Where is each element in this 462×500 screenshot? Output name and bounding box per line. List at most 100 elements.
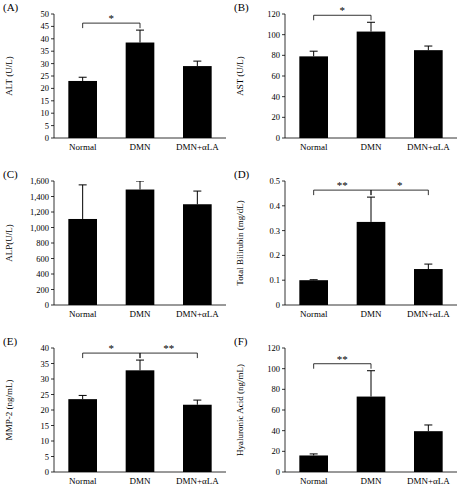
significance-label: ** [337,179,348,191]
y-tick-label: 20 [41,83,50,93]
y-tick [51,26,54,27]
error-stem [371,371,372,397]
bar [299,56,328,138]
y-tick [51,125,54,126]
error-bar [367,197,375,222]
y-axis [54,348,55,472]
panel: (E)MMP-2 (ng/mL)0510152025303540NormalDM… [3,335,226,486]
x-tick-label: DMN+αLA [176,309,219,319]
panel-label: (A) [3,1,19,14]
error-cap [310,51,318,52]
y-tick-label: 0 [45,300,49,310]
y-tick-label: 0 [45,133,49,143]
y-tick-label: 5 [45,452,49,462]
bar [357,222,386,305]
error-cap [79,395,87,396]
y-tick-label: 100 [267,364,280,374]
panel-label: (F) [234,335,248,348]
y-tick [51,138,54,139]
x-tick-label: DMN [360,142,382,152]
y-tick [282,76,285,77]
y-tick-label: 15 [41,421,50,431]
y-tick-label: 10 [41,436,50,446]
y-tick [282,55,285,56]
y-tick [282,451,285,452]
y-axis-label: AST (U/L) [235,56,245,96]
error-bar [136,181,144,190]
y-tick-label: 800 [36,238,49,248]
significance-label: * [109,12,115,24]
significance-label: ** [337,353,348,365]
error-bar [424,425,432,431]
x-tick-label: Normal [69,142,97,152]
panel-label: (D) [234,168,250,181]
y-tick-label: 40 [41,343,50,353]
y-tick-label: 120 [267,9,280,19]
y-tick-label: 0.3 [269,226,280,236]
error-cap [136,30,144,31]
error-bar [193,400,201,405]
y-tick [51,425,54,426]
y-tick [282,280,285,281]
y-tick [51,113,54,114]
marks [299,197,442,305]
y-tick [282,96,285,97]
error-bar [79,395,87,399]
y-tick-label: 40 [272,92,281,102]
y-tick-label: 1,200 [30,207,49,217]
error-bar [424,46,432,50]
panel: (C)ALP(U/L)02004006008001,0001,2001,4001… [3,168,226,319]
y-tick [51,88,54,89]
y-tick [51,76,54,77]
bar [68,399,97,472]
y-tick [282,181,285,182]
y-tick-label: 0.4 [269,201,280,211]
y-tick-label: 600 [36,254,49,264]
error-stem [313,51,314,56]
error-bar [79,185,87,219]
error-stem [428,46,429,50]
error-stem [371,197,372,222]
y-tick [282,389,285,390]
y-tick-label: 35 [41,359,50,369]
y-axis [285,14,286,138]
error-stem [82,395,83,399]
y-tick-label: 5 [45,121,49,131]
y-axis [285,181,286,305]
y-tick-label: 0.1 [269,275,280,285]
y-tick-label: 0 [276,467,280,477]
y-axis [54,181,55,305]
y-axis-label: ALT (U/L) [4,56,14,95]
error-bar [193,191,201,204]
figure: (A)ALT (U/L)05101520253035404550NormalDM… [0,0,462,500]
y-tick [51,63,54,64]
y-tick-label: 20 [272,446,281,456]
y-tick-label: 1,600 [30,176,49,186]
error-cap [193,61,201,62]
marks [299,371,442,472]
bar [357,32,386,138]
y-tick-label: 80 [272,50,281,60]
error-stem [371,22,372,31]
error-stem [197,61,198,66]
x-tick-label: DMN [129,476,151,486]
error-cap [136,181,144,182]
error-cap [367,370,375,371]
y-tick [51,181,54,182]
y-tick [51,51,54,52]
y-tick-label: 25 [41,390,50,400]
y-tick [51,227,54,228]
y-tick [51,441,54,442]
y-tick-label: 80 [272,384,281,394]
y-axis-label: Hyaluronic Acid (ng/mL) [235,364,245,456]
x-tick-label: DMN+αLA [176,142,219,152]
panel: (F)Hyaluronic Acid (ng/mL)02040608010012… [234,335,457,486]
y-tick [51,274,54,275]
bar [126,43,155,138]
y-tick-label: 20 [272,112,281,122]
error-bar [136,30,144,42]
y-tick-label: 100 [267,30,280,40]
y-tick-label: 120 [267,343,280,353]
error-cap [424,424,432,425]
error-cap [367,197,375,198]
